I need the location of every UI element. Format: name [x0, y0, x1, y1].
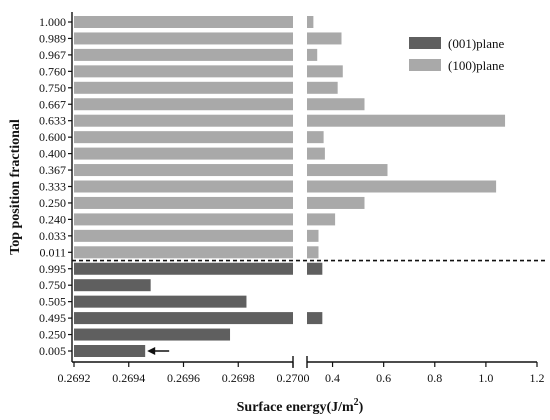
bar-right-11	[307, 197, 365, 209]
bar-right-1	[307, 32, 342, 44]
bar-right-9	[307, 164, 388, 176]
legend-label-100-plane: (100)plane	[448, 58, 505, 73]
legend-swatch-100-plane	[409, 59, 441, 71]
bar-left-13	[74, 230, 293, 242]
legend: (001)plane (100)plane	[409, 36, 505, 73]
category-label-17: 0.505	[39, 295, 66, 309]
bar-right-13	[307, 230, 319, 242]
x-tick-label-right-1: 0.6	[376, 371, 391, 385]
bar-right-14	[307, 246, 319, 258]
bar-17	[74, 296, 246, 308]
x-tick-label-left-0: 0.2692	[58, 371, 91, 385]
bar-16	[74, 279, 151, 291]
bar-right-18	[307, 312, 322, 324]
bar-left-18	[74, 312, 293, 324]
category-label-0: 1.000	[39, 15, 66, 29]
bar-left-7	[74, 131, 293, 143]
x-tick-label-right-2: 0.8	[427, 371, 442, 385]
bar-left-0	[74, 16, 293, 28]
category-label-6: 0.633	[39, 114, 66, 128]
category-label-2: 0.967	[39, 48, 66, 62]
category-label-20: 0.005	[39, 344, 66, 358]
category-label-9: 0.367	[39, 163, 66, 177]
x-tick-label-left-2: 0.2696	[167, 371, 200, 385]
category-label-15: 0.995	[39, 262, 66, 276]
category-label-19: 0.250	[39, 328, 66, 342]
x-tick-label-right-0: 0.4	[325, 371, 340, 385]
bar-left-12	[74, 213, 293, 225]
category-labels: 1.000 0.989 0.967 0.760 0.750 0.667 0.633 0.600…	[39, 15, 72, 358]
category-label-18: 0.495	[39, 311, 66, 325]
y-axis-title: Top position fractional	[8, 119, 23, 255]
category-label-8: 0.400	[39, 147, 66, 161]
bar-left-2	[74, 49, 293, 61]
x-tick-label-left-3: 0.2698	[222, 371, 255, 385]
bar-right-8	[307, 148, 325, 160]
category-label-3: 0.760	[39, 64, 66, 78]
bar-right-12	[307, 213, 335, 225]
bar-left-9	[74, 164, 293, 176]
category-label-1: 0.989	[39, 31, 66, 45]
category-label-11: 0.250	[39, 196, 66, 210]
bar-left-6	[74, 115, 293, 127]
legend-label-001-plane: (001)plane	[448, 36, 505, 51]
x-tick-label-right-3: 1.0	[478, 371, 493, 385]
bar-left-1	[74, 32, 293, 44]
category-label-5: 0.667	[39, 97, 66, 111]
category-label-14: 0.011	[39, 245, 66, 259]
arrow-head	[147, 347, 155, 355]
bar-right-5	[307, 98, 365, 110]
bar-left-4	[74, 82, 293, 94]
bar-right-4	[307, 82, 338, 94]
category-label-12: 0.240	[39, 212, 66, 226]
x-ticks: 0.2692 0.2694 0.2696 0.2698 0.2700 0.4 0.6 0.8 1…	[58, 362, 545, 385]
bar-left-8	[74, 148, 293, 160]
x-tick-label-right-4: 1.2	[530, 371, 545, 385]
bar-left-5	[74, 98, 293, 110]
category-label-7: 0.600	[39, 130, 66, 144]
bar-left-10	[74, 181, 293, 193]
bar-19	[74, 329, 230, 341]
bar-left-15	[74, 263, 293, 275]
arrow-marker	[147, 347, 169, 355]
bar-right-15	[307, 263, 322, 275]
bar-right-6	[307, 115, 505, 127]
category-label-10: 0.333	[39, 180, 66, 194]
bar-right-10	[307, 181, 496, 193]
bar-right-2	[307, 49, 317, 61]
category-label-4: 0.750	[39, 81, 66, 95]
bar-right-7	[307, 131, 324, 143]
x-tick-label-left-4: 0.2700	[277, 371, 310, 385]
bar-20	[74, 345, 145, 357]
bar-left-11	[74, 197, 293, 209]
x-tick-label-left-1: 0.2694	[112, 371, 145, 385]
bar-left-3	[74, 65, 293, 77]
bar-right-0	[307, 16, 313, 28]
bar-right-3	[307, 65, 343, 77]
category-label-16: 0.750	[39, 278, 66, 292]
bar-left-14	[74, 246, 293, 258]
legend-swatch-001-plane	[409, 37, 441, 49]
x-axis-title: Surface energy(J/m2)	[237, 397, 364, 415]
category-label-13: 0.033	[39, 229, 66, 243]
